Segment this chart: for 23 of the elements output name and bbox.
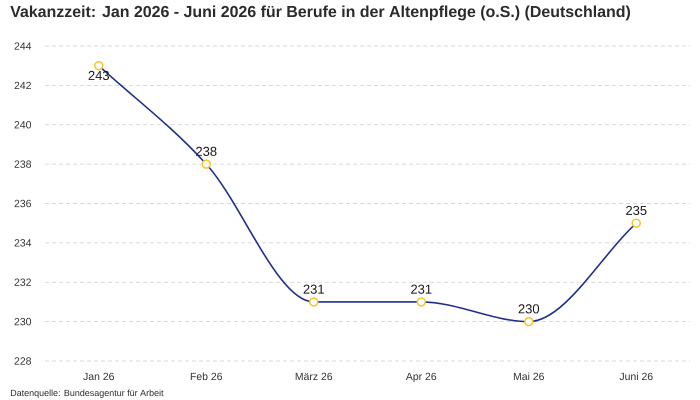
x-tick-label: Juni 26 [620, 372, 653, 380]
data-label: 230 [518, 304, 540, 314]
data-label: 231 [304, 284, 324, 294]
data-label: 231 [411, 284, 432, 294]
y-tick-label: 240 [14, 121, 32, 128]
y-tick-label: 228 [14, 357, 32, 365]
x-tick-label: Jan 26 [83, 372, 114, 380]
y-tick-label: 232 [14, 278, 31, 286]
y-tick-label: 242 [14, 82, 31, 90]
y-tick-label: 234 [14, 239, 32, 247]
data-label: 235 [626, 206, 647, 215]
y-tick-label: 236 [14, 200, 32, 208]
data-label: 238 [196, 146, 216, 156]
data-label: 243 [88, 70, 109, 80]
chart-title: Vakanzzeit: Jan 2026 - Juni 2026 für Berufe in der Altenpflege (o.S.) (Deutschland) [10, 5, 630, 20]
x-tick-label: März 26 [296, 372, 332, 380]
y-tick-label: 230 [14, 318, 32, 326]
text: Datenquelle: Bundesagentur für Arbeit [10, 390, 164, 398]
y-tick-label: 244 [14, 42, 32, 50]
x-tick-label: Mai 26 [514, 372, 544, 380]
x-tick-label: Apr 26 [406, 372, 436, 382]
x-tick-label: Feb 26 [190, 372, 222, 380]
y-tick-label: 238 [14, 160, 32, 168]
